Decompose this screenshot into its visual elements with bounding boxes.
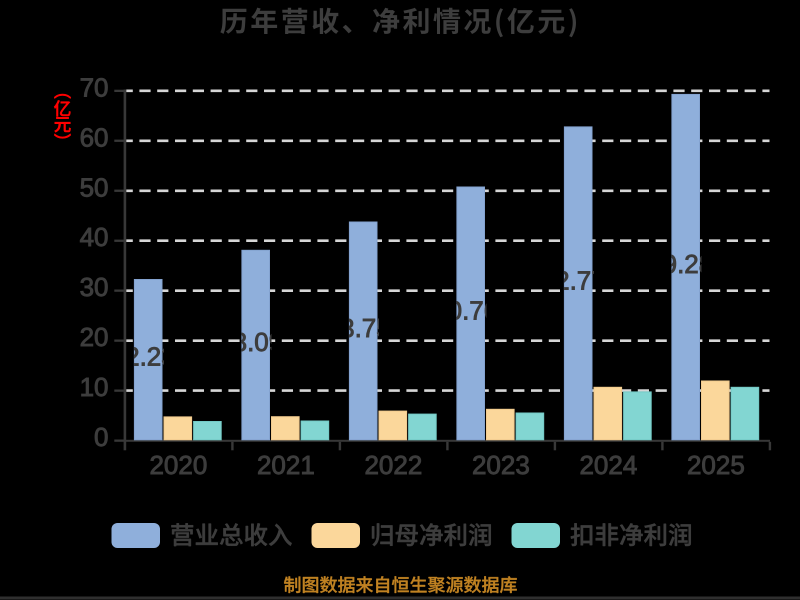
svg-text:50.76: 50.76: [433, 295, 498, 325]
svg-text:2020: 2020: [149, 450, 207, 480]
svg-text:2025: 2025: [687, 450, 745, 480]
svg-text:2023: 2023: [472, 450, 530, 480]
svg-text:0: 0: [94, 422, 108, 452]
svg-text:43.75: 43.75: [326, 313, 391, 343]
svg-text:60: 60: [80, 122, 109, 152]
svg-text:62.77: 62.77: [541, 265, 606, 295]
svg-text:70: 70: [80, 72, 109, 102]
svg-text:32.23: 32.23: [111, 342, 176, 372]
svg-text:2021: 2021: [257, 450, 315, 480]
svg-text:20: 20: [80, 322, 109, 352]
svg-text:2022: 2022: [364, 450, 422, 480]
svg-text:69.28: 69.28: [648, 249, 713, 279]
svg-text:10: 10: [80, 372, 109, 402]
svg-text:38.09: 38.09: [218, 327, 283, 357]
svg-text:50: 50: [80, 172, 109, 202]
svg-text:40: 40: [80, 222, 109, 252]
svg-text:2024: 2024: [579, 450, 637, 480]
svg-text:30: 30: [80, 272, 109, 302]
